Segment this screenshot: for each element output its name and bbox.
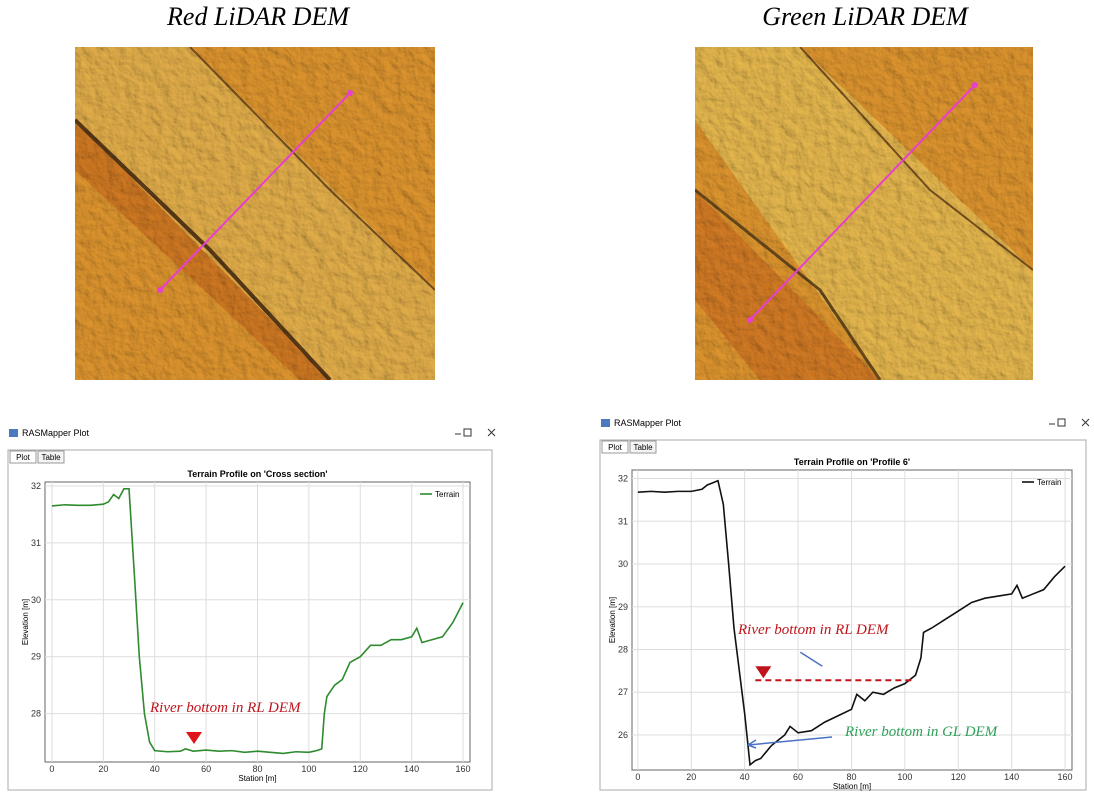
tab-label: Table [633,443,653,452]
app-icon [601,419,610,427]
chart-title: Terrain Profile on 'Profile 6' [794,457,910,467]
x-tick-label: 60 [793,772,803,782]
x-tick-label: 20 [98,764,108,774]
chart-title: Terrain Profile on 'Cross section' [187,469,327,479]
y-tick-label: 31 [31,538,41,548]
y-tick-label: 26 [618,730,628,740]
figure: Red LiDAR DEM Green LiDAR DEM RASMapper … [0,0,1094,792]
window-title: RASMapper Plot [22,428,90,438]
y-tick-label: 29 [31,652,41,662]
y-tick-label: 28 [31,709,41,719]
dem-image [75,47,435,380]
x-tick-label: 0 [635,772,640,782]
image-title: Red LiDAR DEM [166,2,350,31]
y-tick-label: 29 [618,602,628,612]
x-tick-label: 120 [353,764,368,774]
x-tick-label: 40 [150,764,160,774]
x-tick-label: 160 [1058,772,1073,782]
y-tick-label: 28 [618,644,628,654]
y-tick-label: 32 [618,474,628,484]
y-axis-label: Elevation [m] [608,597,617,643]
annotation: River bottom in RL DEM [149,700,302,716]
x-tick-label: 0 [49,764,54,774]
y-tick-label: 30 [31,595,41,605]
x-tick-label: 40 [740,772,750,782]
legend-label: Terrain [1037,478,1061,487]
x-tick-label: 100 [897,772,912,782]
app-icon [9,429,18,437]
y-tick-label: 31 [618,516,628,526]
x-tick-label: 80 [252,764,262,774]
x-tick-label: 100 [301,764,316,774]
legend-label: Terrain [435,490,459,499]
x-axis-label: Station [m] [833,782,871,791]
x-tick-label: 80 [846,772,856,782]
image-title: Green LiDAR DEM [762,2,969,31]
y-tick-label: 30 [618,559,628,569]
tab-label: Plot [16,453,31,462]
x-tick-label: 140 [404,764,419,774]
tab-label: Table [41,453,61,462]
x-tick-label: 60 [201,764,211,774]
x-tick-label: 140 [1004,772,1019,782]
dem-image [695,47,1033,380]
x-tick-label: 160 [456,764,471,774]
annotation: River bottom in RL DEM [737,622,890,638]
x-axis-label: Station [m] [238,774,276,783]
y-tick-label: 27 [618,687,628,697]
x-tick-label: 20 [686,772,696,782]
y-axis-label: Elevation [m] [21,599,30,645]
y-tick-label: 32 [31,481,41,491]
page: Red LiDAR DEM Green LiDAR DEM RASMapper … [0,0,1094,792]
window-title: RASMapper Plot [614,418,682,428]
x-tick-label: 120 [951,772,966,782]
annotation: River bottom in GL DEM [844,724,999,740]
tab-label: Plot [608,443,623,452]
